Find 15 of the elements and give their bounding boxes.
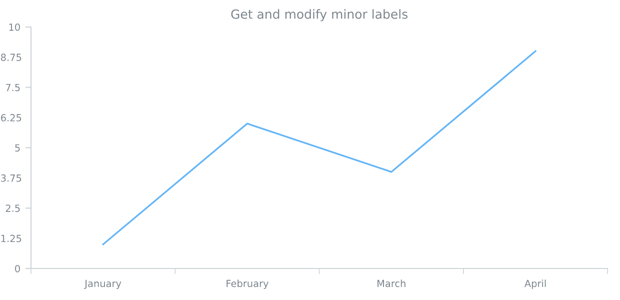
y-tick-label: 1.25 <box>1 234 22 242</box>
chart-title: Get and modify minor labels <box>231 9 408 22</box>
line-series <box>102 50 536 246</box>
y-tick-label: 8.75 <box>0 54 22 62</box>
x-tick-label: April <box>524 280 546 290</box>
y-tick-label: 0 <box>15 264 20 272</box>
y-tick-label: 3.75 <box>1 174 22 182</box>
x-tick-label: January <box>84 280 122 290</box>
y-tick-label: 2.5 <box>6 204 20 212</box>
x-tick-label: March <box>378 280 406 288</box>
y-tick-label: 6.25 <box>1 114 22 122</box>
y-tick-label: 7.5 <box>6 84 20 92</box>
x-tick-label: February <box>226 280 268 290</box>
y-tick-label: 5 <box>15 144 20 152</box>
y-tick-label: 10 <box>9 23 20 31</box>
